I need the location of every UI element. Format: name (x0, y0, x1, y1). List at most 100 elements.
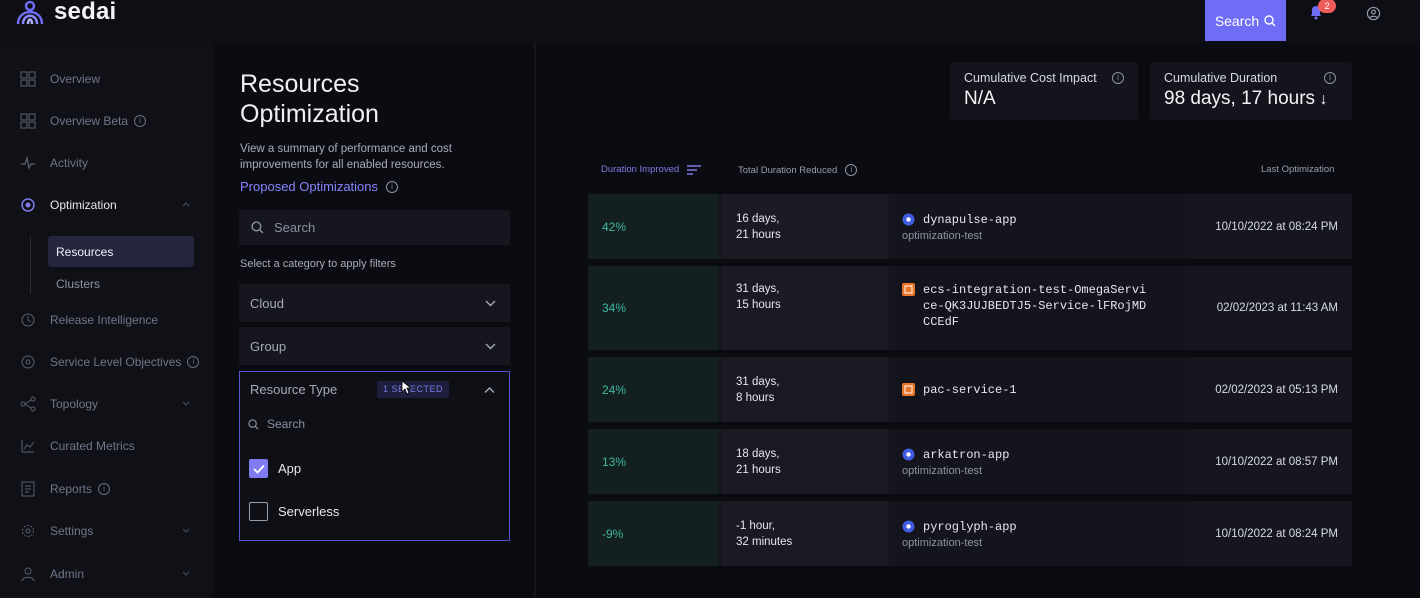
cloud-filter-label: Cloud (250, 295, 284, 311)
sidebar-item-activity[interactable]: Activity (0, 148, 213, 178)
target-icon (21, 355, 35, 369)
table-row[interactable]: -9% -1 hour, 32 minutes pyroglyph-app opt… (588, 501, 1352, 566)
checkbox-app[interactable] (249, 459, 268, 478)
header-last-optimization[interactable]: Last Optimization (1261, 164, 1334, 175)
app-name[interactable]: ecs-integration-test-OmegaService-QK3JUJ… (923, 283, 1147, 329)
sidebar-subitem-label: Clusters (56, 276, 101, 291)
info-icon[interactable]: i (98, 483, 111, 495)
chevron-down-icon (485, 300, 496, 307)
page-title: Resources Optimization (240, 70, 379, 128)
info-icon[interactable]: i (1112, 72, 1124, 84)
filter-search (239, 210, 510, 245)
option-serverless-label: Serverless (278, 504, 340, 519)
header-label: Duration Improved (601, 164, 680, 175)
check-icon (252, 464, 265, 474)
sidebar-item-overview-beta[interactable]: Overview Beta i (0, 106, 213, 136)
table-row[interactable]: 34% 31 days, 15 hours ecs-integration-tes… (588, 266, 1352, 350)
filter-search-input[interactable] (274, 220, 474, 235)
header-duration-improved[interactable]: Duration Improved (601, 164, 702, 175)
table-row[interactable]: 24% 31 days, 8 hours pac-service-1 02/02/… (588, 357, 1352, 422)
sidebar-item-label: Optimization (50, 198, 117, 212)
table-row[interactable]: 42% 16 days, 21 hours dynapulse-app optim… (588, 194, 1352, 259)
topology-icon (20, 396, 36, 412)
cost-label: Cumulative Cost Impact (964, 71, 1097, 85)
logo[interactable]: sedai (14, 0, 116, 26)
search-icon (251, 221, 264, 234)
duration-line: 32 minutes (736, 535, 793, 548)
sidebar-item-curated-metrics[interactable]: Curated Metrics (0, 431, 213, 461)
improved-cell: 34% (588, 266, 718, 350)
ecs-icon (902, 283, 915, 296)
app-name[interactable]: pac-service-1 (923, 382, 1017, 397)
sidebar-item-label: Release Intelligence (50, 313, 159, 327)
selected-count-badge: 1 SELECTED (377, 381, 450, 398)
cloud-filter[interactable]: Cloud (239, 284, 510, 322)
date-cell: 02/02/2023 at 11:43 AM (1216, 302, 1338, 314)
sidebar-item-label: Topology (50, 397, 99, 411)
group-filter[interactable]: Group (239, 327, 510, 365)
top-bar: sedai Search 2 (0, 0, 1420, 42)
duration-cell: 16 days, 21 hours (722, 194, 888, 259)
duration-cell: 18 days, 21 hours (722, 429, 888, 494)
admin-icon (21, 567, 35, 582)
improved-cell: 24% (588, 357, 718, 422)
sort-icon (687, 164, 702, 175)
resource-type-search[interactable]: Search (248, 417, 305, 431)
chevron-down-icon (182, 528, 190, 533)
app-name[interactable]: pyroglyph-app (923, 519, 1017, 534)
proposed-optimizations-link[interactable]: Proposed Optimizations i (240, 179, 399, 194)
sidebar-item-label: Curated Metrics (50, 439, 135, 453)
table-row[interactable]: 13% 18 days, 21 hours arkatron-app optimi… (588, 429, 1352, 494)
option-serverless[interactable]: Serverless (249, 502, 339, 521)
sidebar-item-topology[interactable]: Topology (0, 389, 213, 419)
header-total-duration-reduced[interactable]: Total Duration Reduced i (738, 164, 858, 176)
mouse-cursor-icon (401, 380, 412, 395)
submenu-line (30, 236, 31, 294)
info-icon[interactable]: i (134, 115, 147, 127)
option-app[interactable]: App (249, 459, 301, 478)
sidebar-item-overview[interactable]: Overview (0, 64, 213, 94)
sidebar-item-admin[interactable]: Admin (0, 559, 213, 589)
sidebar-item-label: Service Level Objectives (50, 355, 182, 369)
grid-icon (20, 113, 36, 129)
checkbox-serverless[interactable] (249, 502, 268, 521)
sidebar-item-slo[interactable]: Service Level Objectives i (0, 347, 213, 377)
sidebar-item-release-intelligence[interactable]: Release Intelligence (0, 305, 213, 335)
gear-icon (22, 525, 34, 537)
metrics-icon (21, 440, 35, 453)
user-icon[interactable] (1366, 6, 1381, 21)
report-icon (21, 481, 35, 497)
sidebar-subitem-clusters[interactable]: Clusters (48, 268, 194, 299)
chevron-up-icon (182, 202, 190, 207)
sidebar-item-optimization[interactable]: Optimization (0, 190, 213, 220)
brand-name: sedai (54, 0, 117, 25)
sidebar-item-label: Reports (50, 482, 93, 496)
sidebar-item-reports[interactable]: Reports i (0, 474, 213, 504)
info-icon[interactable]: i (386, 180, 399, 193)
duration-label: Cumulative Duration (1164, 71, 1278, 85)
cumulative-cost-card: Cumulative Cost Impact N/A i (950, 62, 1138, 120)
group-filter-label: Group (250, 338, 287, 354)
app-icon (902, 213, 915, 225)
notification-badge: 2 (1318, 0, 1336, 13)
app-cell: ecs-integration-test-OmegaService-QK3JUJ… (890, 266, 1190, 350)
chevron-up-icon[interactable] (484, 385, 495, 396)
info-icon[interactable]: i (1324, 72, 1336, 84)
info-icon[interactable]: i (187, 356, 200, 368)
sidebar-item-label: Admin (50, 567, 85, 581)
sidebar-item-settings[interactable]: Settings (0, 516, 213, 546)
search-icon (248, 418, 259, 430)
resource-type-filter: Resource Type 1 SELECTED Search App Serv… (239, 371, 510, 541)
page-description: View a summary of performance and cost i… (240, 143, 452, 171)
duration-cell: 31 days, 8 hours (722, 357, 888, 422)
search-icon (1264, 14, 1276, 26)
resource-type-label[interactable]: Resource Type (250, 382, 338, 397)
sidebar-item-label: Settings (50, 524, 94, 538)
cost-value: N/A (964, 88, 996, 109)
global-search-button[interactable]: Search (1205, 0, 1286, 41)
info-icon[interactable]: i (845, 164, 858, 176)
sidebar-subitem-resources[interactable]: Resources (48, 236, 194, 267)
app-name[interactable]: arkatron-app (923, 447, 1010, 462)
app-name[interactable]: dynapulse-app (923, 212, 1017, 227)
proposed-optimizations-label: Proposed Optimizations (240, 179, 379, 194)
